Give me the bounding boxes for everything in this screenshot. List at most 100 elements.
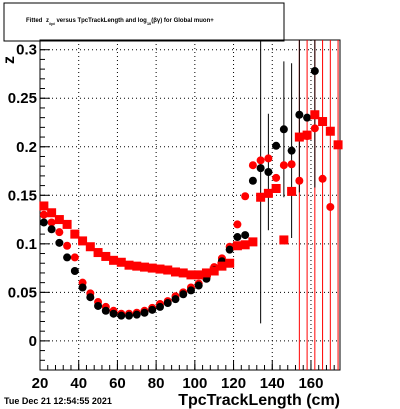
black-circle-point	[272, 141, 281, 150]
black-circle-point	[132, 310, 141, 319]
grid	[39, 40, 340, 370]
black-circle-point	[156, 302, 164, 311]
y-tick-label: 0.2	[16, 139, 37, 156]
y-tick-label: 0.05	[8, 284, 37, 301]
black-circle-point	[264, 168, 273, 176]
red-circle-point	[310, 124, 319, 133]
black-circle-point	[63, 253, 72, 262]
red-circle-point	[326, 202, 335, 211]
axis-ticks	[39, 49, 335, 371]
x-tick-label: 40	[70, 375, 87, 392]
red-square-point	[109, 255, 119, 265]
red-square-point	[325, 126, 335, 136]
red-square-point	[294, 132, 304, 142]
red-square-point	[248, 237, 258, 247]
red-square-point	[85, 242, 95, 252]
red-square-point	[279, 235, 289, 245]
red-square-point	[155, 264, 165, 274]
red-circle-point	[47, 218, 56, 227]
red-square-point	[186, 270, 196, 280]
red-square-point	[47, 208, 57, 218]
red-circle-point	[241, 192, 250, 201]
black-circle-point	[125, 311, 134, 320]
red-square-point	[78, 236, 88, 246]
plot-frame	[39, 39, 341, 371]
black-circle-point	[39, 218, 48, 227]
red-square-point	[140, 262, 150, 272]
black-circle-point	[78, 283, 87, 292]
red-circle-point	[272, 173, 281, 182]
black-circle-point	[303, 113, 312, 122]
black-circle-point	[117, 311, 126, 320]
black-circle-point	[194, 281, 203, 290]
red-square-point	[178, 268, 188, 278]
red-square-point	[240, 240, 250, 250]
data-markers	[39, 67, 343, 320]
red-square-point	[318, 117, 328, 127]
red-square-point	[132, 261, 142, 271]
black-circle-point	[295, 110, 304, 119]
red-circle-point	[318, 174, 327, 183]
black-circle-point	[140, 308, 149, 317]
x-tick-label: 100	[182, 375, 207, 392]
black-circle-point	[233, 233, 242, 242]
red-square-point	[93, 248, 103, 258]
red-square-point	[101, 251, 111, 261]
red-circle-point	[264, 154, 273, 163]
red-square-point	[170, 267, 180, 277]
red-circle-point	[63, 241, 72, 250]
red-square-point	[201, 268, 211, 278]
red-square-point	[116, 257, 126, 267]
red-square-point	[287, 186, 297, 196]
black-circle-point	[163, 299, 172, 308]
red-square-point	[54, 215, 64, 225]
red-square-point	[147, 263, 157, 273]
y-tick-label: 0.1	[16, 236, 37, 253]
chart-title-box: Fitted z#pi versus TpcTrackLength and lo…	[3, 2, 285, 42]
black-circle-point	[101, 306, 110, 315]
red-square-point	[302, 130, 312, 140]
x-tick-label: 20	[32, 375, 49, 392]
red-circle-point	[256, 156, 265, 165]
red-square-point	[194, 270, 204, 280]
red-square-point	[232, 241, 242, 251]
black-circle-point	[148, 305, 157, 314]
red-circle-point	[39, 210, 48, 219]
black-circle-point	[179, 290, 188, 299]
red-circle-point	[295, 176, 304, 185]
red-square-point	[333, 140, 343, 150]
black-circle-point	[287, 146, 296, 155]
y-axis-title: z	[1, 56, 18, 64]
red-square-point	[70, 229, 80, 239]
chart-title: Fitted z#pi versus TpcTrackLength and lo…	[26, 18, 214, 26]
red-circle-point	[233, 220, 242, 229]
red-square-point	[271, 184, 281, 193]
red-circle-point	[70, 253, 79, 262]
black-circle-point	[47, 225, 56, 234]
red-square-point	[263, 188, 273, 198]
black-circle-point	[279, 125, 288, 134]
black-circle-point	[248, 176, 257, 185]
red-square-point	[209, 266, 219, 276]
black-circle-point	[70, 267, 79, 275]
red-square-point	[310, 110, 320, 120]
x-tick-label: 160	[298, 375, 323, 392]
red-square-point	[256, 192, 266, 202]
red-square-point	[225, 258, 235, 268]
red-square-point	[39, 201, 49, 211]
y-tick-label: 0.25	[8, 90, 37, 107]
black-circle-point	[256, 164, 265, 173]
x-tick-labels: 20 40 60 80 100 120 140 160	[32, 375, 324, 392]
y-tick-label: 0.15	[8, 187, 37, 204]
red-square-point	[62, 219, 72, 229]
black-circle-point	[225, 245, 234, 254]
black-circle-point	[55, 238, 64, 247]
black-circle-point	[310, 67, 319, 76]
black-circle-point	[241, 231, 250, 240]
x-tick-label: 120	[221, 375, 246, 392]
red-square-point	[124, 260, 134, 270]
x-tick-label: 140	[260, 375, 285, 392]
x-axis-title: TpcTrackLength (cm)	[178, 392, 340, 409]
timestamp: Tue Dec 21 12:54:55 2021	[4, 396, 112, 406]
